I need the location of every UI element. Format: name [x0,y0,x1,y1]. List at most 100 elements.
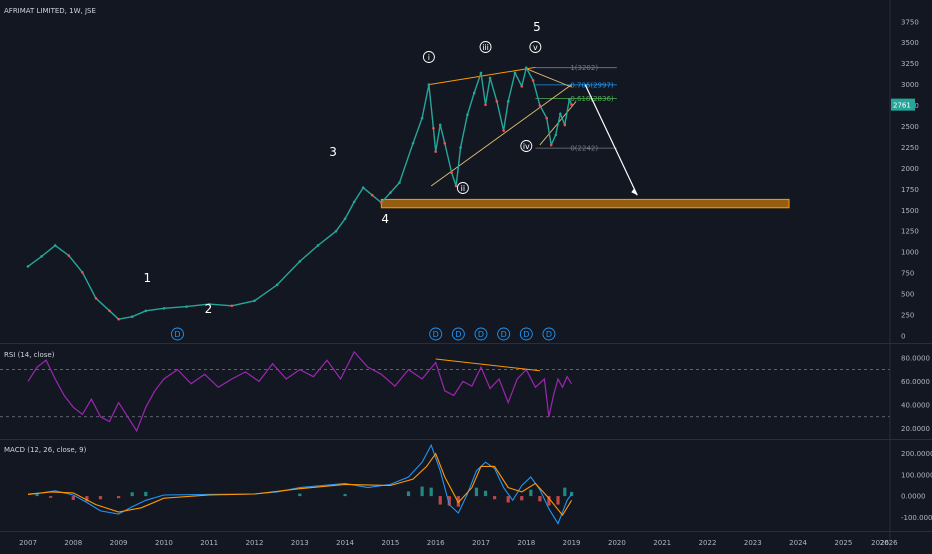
price-tick-label: 2000 [901,165,919,173]
price-point [185,305,188,308]
time-tick-label: 2012 [246,539,264,547]
price-point [370,193,374,197]
macd-title: MACD (12, 26, close, 9) [4,446,87,454]
macd-signal-line [27,452,573,517]
dividend-marker-glyph: D [455,330,461,339]
dividend-marker-glyph: D [433,330,439,339]
time-tick-label: 2026 [871,539,889,547]
price-tick-label: 3250 [901,60,919,68]
price-tick-label: 3500 [901,39,919,47]
rsi-title: RSI (14, close) [4,351,55,359]
price-point [538,104,542,107]
price-point [352,200,356,204]
macd-histogram-bar [438,496,442,505]
macd-histogram-bar [429,487,433,497]
projection-arrowhead [631,188,638,196]
price-point [108,309,111,313]
price-point [334,229,338,233]
wedge-upper-line [526,68,572,88]
price-point [275,283,279,287]
time-tick-label: 2024 [789,539,807,547]
time-tick-label: 2014 [336,539,354,547]
time-tick-label: 2008 [64,539,82,547]
price-point [207,302,211,306]
price-tick-label: 1250 [901,228,919,236]
macd-histogram-bar [506,496,510,503]
macd-histogram-bar [563,487,567,497]
price-point [361,186,365,189]
macd-histogram-bar [98,496,103,500]
price-point [389,191,392,194]
macd-histogram-bar [298,493,302,497]
price-point [472,91,476,95]
time-tick-label: 2021 [653,539,671,547]
macd-pane: MACD (12, 26, close, 9) 200.0000 100.0000 0… [4,443,932,525]
roman-label-circle [520,140,533,152]
macd-histogram-bar [520,496,524,501]
macd-histogram-bar [456,496,460,507]
macd-histogram-bar [529,489,533,497]
macd-histogram-bar [483,490,488,497]
roman-label-circle [529,41,542,53]
dividend-marker-glyph: D [523,330,529,339]
macd-histogram-bar [538,496,542,502]
macd-histogram-bar [71,496,75,500]
price-point [563,123,567,127]
price-point [495,100,499,103]
time-tick-label: 2016 [427,539,445,547]
wave-label: 4 [381,212,389,226]
price-point [40,255,43,258]
price-point [554,133,558,137]
price-point [502,129,505,132]
price-point [459,146,462,149]
macd-histogram-bar [570,491,574,497]
macd-histogram-bar [556,496,560,505]
dividend-marker [451,327,465,341]
price-pane: 3750350032503000275025002250200017501500… [26,18,919,341]
roman-label: ii [461,184,465,193]
dividend-marker [497,327,511,341]
time-tick-label: 2007 [19,539,37,547]
price-point [570,103,573,106]
fib-level-label: 0.786(2997) [570,81,614,89]
price-point [26,265,30,268]
dividend-marker [171,327,184,341]
price-point [162,307,166,310]
price-tick-label: 2500 [901,123,919,131]
rsi-pane: RSI (14, close) 80.0000 60.0000 40.0000 20.0… [0,350,930,433]
price-point [117,317,120,321]
last-price-tag [891,98,915,111]
time-tick-label: 2009 [110,539,128,547]
time-tick-label: 2010 [155,539,173,547]
fib-level-label: 0(2242) [570,145,598,153]
price-point [316,244,320,247]
time-tick-label: 2026 [880,539,898,547]
roman-label-circle [422,51,435,63]
rsi-tick-label: 60.0000 [901,378,930,386]
price-tick-label: 3750 [901,18,919,26]
dividend-marker-glyph: D [501,330,507,339]
price-point [558,112,562,116]
dividend-marker-glyph: D [174,330,180,339]
wave-label: 3 [329,145,337,159]
fib-level-label: 1(3202) [570,64,598,72]
roman-label-circle [456,182,469,194]
price-point [427,83,431,86]
price-tick-label: 3000 [901,81,919,89]
price-point [520,84,524,88]
time-tick-label: 2011 [200,539,218,547]
macd-histogram-bar [49,496,53,498]
time-tick-label: 2020 [608,539,626,547]
lower-trendline [430,84,572,187]
price-point [438,123,442,127]
time-tick-label: 2022 [699,539,717,547]
price-point [411,141,415,145]
price-point [298,260,302,263]
macd-line [27,443,573,525]
chart-title: AFRIMAT LIMITED, 1W, JSE [4,7,96,15]
macd-histogram-bar [130,492,134,497]
price-point [130,315,134,319]
macd-tick-label: 200.0000 [901,450,932,458]
price-tick-label: 1500 [901,207,919,215]
